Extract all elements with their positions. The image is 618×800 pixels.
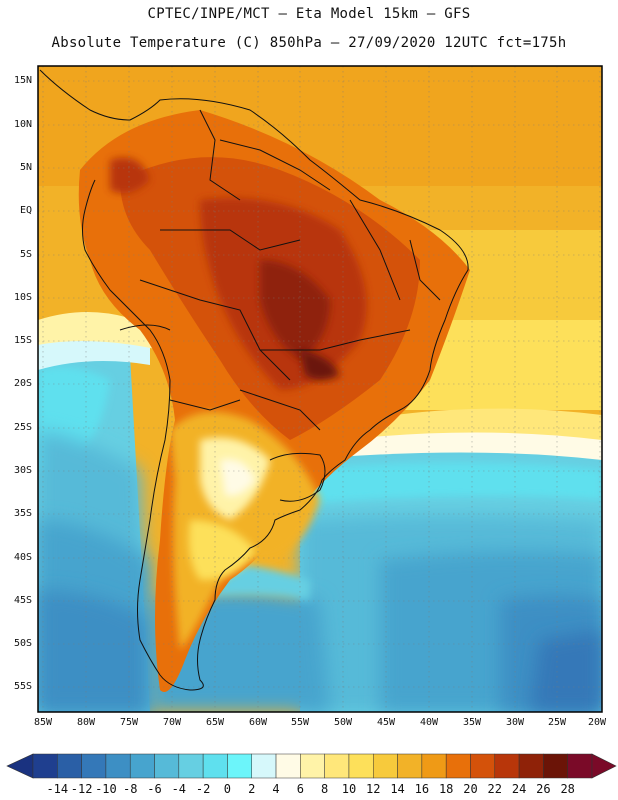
lon-label: 55W (290, 717, 310, 728)
lon-label: 35W (462, 717, 482, 728)
temperature-field (38, 66, 602, 712)
colorbar-swatch (421, 753, 447, 779)
map-frame (37, 65, 603, 713)
lon-label: 80W (76, 717, 96, 728)
lat-label: 5N (19, 162, 32, 173)
colorbar-swatch (57, 753, 82, 779)
colorbar-tick-label: 6 (296, 782, 304, 796)
lon-label: 50W (333, 717, 353, 728)
colorbar-tick-label: 24 (511, 782, 527, 796)
coastlines (39, 69, 469, 691)
lon-label: 70W (162, 717, 182, 728)
lat-label: 40S (13, 552, 32, 563)
colorbar-swatch (300, 753, 325, 779)
lat-label: 20S (13, 378, 32, 389)
lon-label: 40W (419, 717, 439, 728)
colorbar-swatch (567, 753, 593, 779)
colorbar-tick-label: 12 (366, 782, 381, 796)
lat-label: 15N (13, 75, 32, 86)
colorbar-tick-label: 2 (248, 782, 256, 796)
colorbar-swatch (494, 753, 520, 779)
lon-label: 20W (587, 717, 607, 728)
colorbar-swatch (324, 753, 350, 779)
colorbar-tick-label: 0 (223, 782, 232, 796)
colorbar-swatch (518, 753, 544, 779)
colorbar-tick-label: 16 (414, 782, 430, 796)
colorbar-swatch (445, 753, 471, 779)
colorbar-swatch (348, 753, 374, 779)
colorbar-tick-label: 8 (321, 782, 329, 796)
colorbar-tick-label: 26 (536, 782, 551, 796)
lat-label: 25S (13, 422, 32, 433)
colorbar-swatch (251, 753, 277, 779)
lon-label: 75W (119, 717, 139, 728)
colorbar-tick-label: 20 (463, 782, 478, 796)
colorbar-swatch (202, 753, 228, 779)
map-subtitle: Absolute Temperature (C) 850hPa – 27/09/… (51, 35, 567, 51)
colorbar-swatch (470, 753, 496, 779)
lat-label: 15S (13, 335, 32, 346)
lat-label: 55S (13, 681, 32, 692)
map-title: CPTEC/INPE/MCT – Eta Model 15km – GFS (147, 6, 471, 22)
colorbar-tick-label: 4 (272, 782, 280, 796)
lat-label: EQ (19, 205, 32, 216)
lat-label: 45S (13, 595, 32, 606)
colorbar-under-arrow (6, 753, 34, 779)
lat-label: 10S (13, 292, 32, 303)
lat-label: 50S (13, 638, 32, 649)
colorbar-tick-label: 18 (438, 782, 454, 796)
colorbar-tick-label: 14 (390, 782, 405, 796)
lat-label: 30S (13, 465, 32, 476)
colorbar-tick-label: -2 (195, 782, 211, 796)
colorbar-swatch (129, 753, 155, 779)
colorbar (6, 753, 617, 779)
colorbar-swatch (154, 753, 180, 779)
colorbar-tick-label: 10 (341, 782, 357, 796)
colorbar-swatch (32, 753, 58, 779)
colorbar-tick-label: -10 (95, 782, 117, 796)
colorbar-tick-label: -12 (70, 782, 93, 796)
lat-label: 10N (13, 119, 32, 130)
lon-label: 30W (505, 717, 525, 728)
lon-label: 60W (248, 717, 268, 728)
colorbar-swatch (275, 753, 301, 779)
lat-label: 35S (13, 508, 32, 519)
colorbar-swatch (105, 753, 131, 779)
lon-label: 25W (547, 717, 567, 728)
colorbar-over-arrow (591, 753, 617, 779)
colorbar-swatch (81, 753, 107, 779)
colorbar-swatch (227, 753, 252, 779)
colorbar-tick-label: -14 (46, 782, 69, 796)
colorbar-tick-label: -8 (122, 782, 138, 796)
colorbar-swatch (373, 753, 398, 779)
colorbar-swatch (543, 753, 568, 779)
colorbar-tick-label: -6 (147, 782, 162, 796)
lat-label: 5S (19, 249, 32, 260)
lat-lon-grid (38, 66, 602, 712)
colorbar-tick-label: 28 (560, 782, 575, 796)
lon-label: 45W (376, 717, 396, 728)
colorbar-tick-label: 22 (487, 782, 502, 796)
lon-label: 65W (205, 717, 225, 728)
colorbar-swatch (178, 753, 204, 779)
colorbar-swatch (397, 753, 423, 779)
colorbar-tick-label: -4 (171, 782, 187, 796)
lon-label: 85W (33, 717, 53, 728)
